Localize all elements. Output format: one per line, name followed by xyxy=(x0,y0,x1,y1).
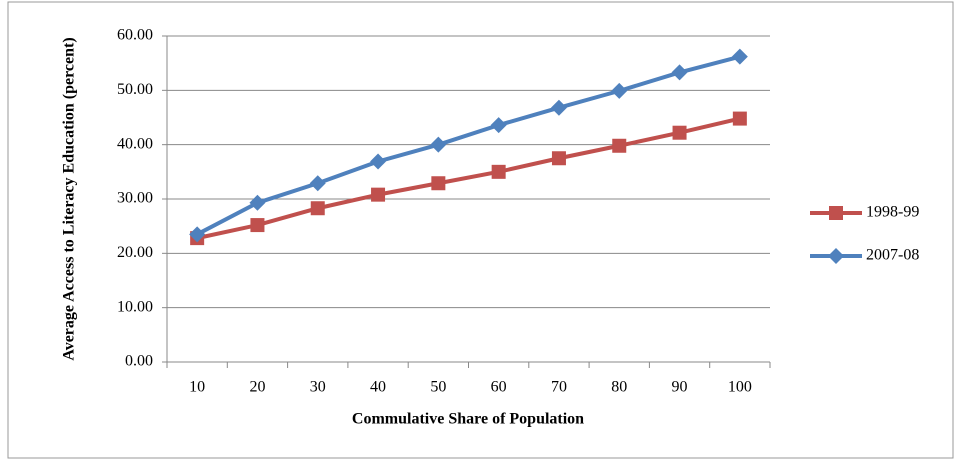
data-point xyxy=(731,48,748,65)
legend-marker xyxy=(829,206,843,220)
y-tick-label: 20.00 xyxy=(117,244,153,261)
data-point xyxy=(431,176,446,191)
y-tick-label: 0.00 xyxy=(125,353,153,370)
series-line xyxy=(196,116,741,241)
x-tick-label: 20 xyxy=(249,379,265,396)
x-tick-label: 10 xyxy=(189,379,205,396)
x-tick-label: 100 xyxy=(728,379,752,396)
data-point xyxy=(371,187,386,202)
data-point xyxy=(732,111,747,126)
x-tick-label: 70 xyxy=(551,379,567,396)
y-tick-label: 40.00 xyxy=(117,135,153,152)
y-tick-label: 10.00 xyxy=(117,298,153,315)
data-point xyxy=(612,138,627,153)
y-tick-label: 50.00 xyxy=(117,81,153,98)
x-tick-label: 60 xyxy=(491,379,507,396)
series-line xyxy=(196,54,741,237)
data-point xyxy=(310,201,325,216)
x-tick-label: 80 xyxy=(611,379,627,396)
legend-marker xyxy=(828,248,844,264)
chart-frame xyxy=(7,1,954,459)
data-point xyxy=(491,164,506,179)
x-tick-label: 30 xyxy=(310,379,326,396)
data-point xyxy=(611,82,628,99)
data-point xyxy=(551,151,566,166)
y-tick-label: 30.00 xyxy=(117,190,153,207)
y-tick-label: 60.00 xyxy=(117,27,153,44)
data-point xyxy=(250,218,265,233)
data-point xyxy=(309,175,326,192)
x-tick-label: 90 xyxy=(672,379,688,396)
x-tick-label: 40 xyxy=(370,379,386,396)
data-point xyxy=(672,125,687,140)
x-axis-label: Commulative Share of Population xyxy=(352,411,584,428)
x-tick-label: 50 xyxy=(430,379,446,396)
y-axis-label: Average Access to Literacy Education (pe… xyxy=(61,37,78,360)
data-point xyxy=(430,136,447,153)
legend-label: 1998-99 xyxy=(866,204,919,221)
data-point xyxy=(189,226,206,243)
data-point xyxy=(370,153,387,170)
data-point xyxy=(671,64,688,81)
legend-label: 2007-08 xyxy=(866,247,919,264)
data-point xyxy=(249,194,266,211)
data-point xyxy=(550,99,567,116)
data-point xyxy=(490,117,507,134)
